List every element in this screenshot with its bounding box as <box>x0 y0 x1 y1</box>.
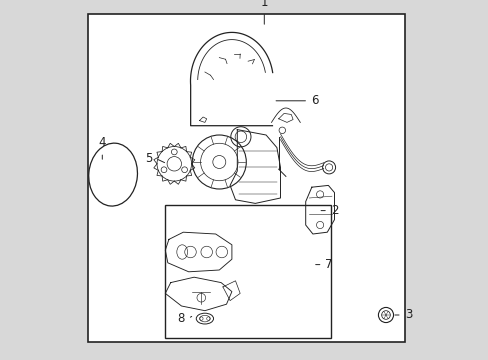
Text: 5: 5 <box>145 152 152 165</box>
Text: 2: 2 <box>330 204 338 217</box>
Text: 3: 3 <box>404 309 411 321</box>
Text: 1: 1 <box>260 0 267 9</box>
Bar <box>165 205 330 338</box>
Text: 6: 6 <box>310 94 318 107</box>
Text: 8: 8 <box>177 312 185 325</box>
Text: 7: 7 <box>325 258 332 271</box>
Text: 4: 4 <box>99 136 106 149</box>
Bar <box>88 14 404 342</box>
